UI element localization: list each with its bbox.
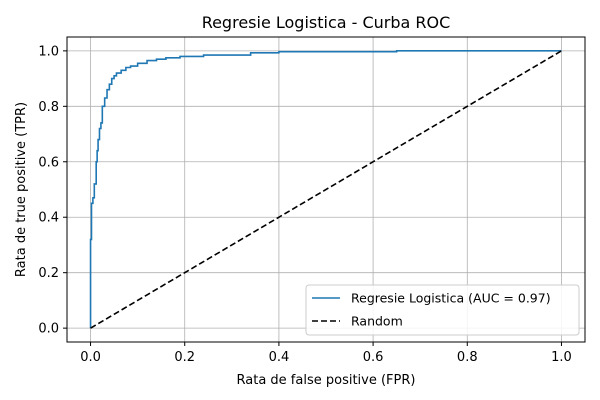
x-tick-label: 0.4 — [269, 350, 290, 365]
axis-ticks: 0.0 0.2 0.4 0.6 0.8 1.0 0.0 0.2 0.4 0.6 0.8 1.0 — [38, 44, 571, 365]
y-axis-title: Rata de true positive (TPR) — [14, 102, 29, 277]
x-tick-label: 0.0 — [80, 350, 101, 365]
random-baseline — [90, 50, 562, 329]
legend-box — [305, 284, 580, 336]
grid-lines — [67, 37, 585, 342]
legend-label-roc: Regresie Logistica (AUC = 0.97) — [351, 291, 551, 306]
series-lines — [89, 50, 562, 329]
y-tick-label: 0.8 — [38, 100, 59, 115]
legend-label-random: Random — [351, 314, 403, 329]
roc-curve — [89, 50, 562, 329]
x-tick-label: 0.2 — [174, 350, 195, 365]
y-tick-label: 0.6 — [38, 155, 59, 170]
x-axis-title: Rata de false positive (FPR) — [237, 373, 416, 388]
chart-title: Regresie Logistica - Curba ROC — [202, 13, 451, 32]
y-tick-label: 0.0 — [38, 322, 59, 337]
plot-frame — [66, 36, 586, 343]
x-tick-label: 1.0 — [551, 350, 572, 365]
y-tick-label: 0.4 — [38, 211, 59, 226]
x-tick-label: 0.8 — [457, 350, 478, 365]
y-tick-label: 1.0 — [38, 44, 59, 59]
x-tick-label: 0.6 — [363, 350, 384, 365]
legend: Regresie Logistica (AUC = 0.97) Random — [305, 284, 580, 336]
y-tick-label: 0.2 — [38, 266, 59, 281]
